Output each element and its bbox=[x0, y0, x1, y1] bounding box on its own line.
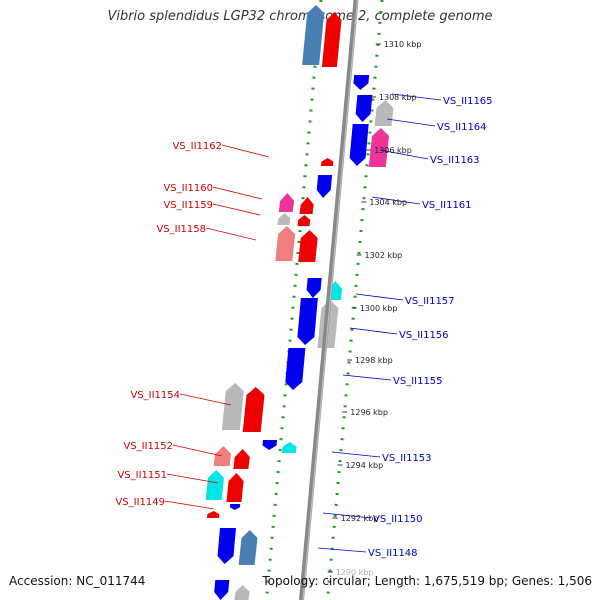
kbp-tick-label: 1300 kbp bbox=[360, 304, 398, 313]
kbp-tick-label: 1302 kbp bbox=[365, 251, 403, 260]
right-label-connector bbox=[331, 451, 381, 458]
gene-vs-ii1150[interactable] bbox=[229, 504, 241, 510]
kbp-tick-label: 1310 kbp bbox=[384, 40, 422, 49]
right-gene-label[interactable]: VS_II1150 bbox=[373, 514, 423, 525]
left-gene-label[interactable]: VS_II1151 bbox=[117, 470, 167, 481]
left-gene-label[interactable]: VS_II1158 bbox=[156, 224, 206, 235]
right-gene-label[interactable]: VS_II1156 bbox=[399, 330, 449, 341]
right-gene-label[interactable]: VS_II1165 bbox=[443, 96, 493, 107]
left-label-connector bbox=[179, 393, 232, 406]
left-label-connector bbox=[212, 186, 263, 200]
kbp-tick-label: 1294 kbp bbox=[345, 461, 383, 470]
gene-vs-ii1162[interactable] bbox=[320, 158, 334, 166]
right-label-connector bbox=[391, 93, 442, 101]
gene-vs-ii1148b[interactable] bbox=[238, 530, 258, 565]
left-gene-label[interactable]: VS_II1149 bbox=[115, 497, 165, 508]
left-label-connector bbox=[172, 444, 223, 457]
dotted-track-outer bbox=[325, 0, 384, 600]
left-gene-label[interactable]: VS_II1162 bbox=[172, 141, 222, 152]
left-gene-label[interactable]: VS_II1152 bbox=[123, 441, 173, 452]
right-label-connector bbox=[386, 118, 436, 127]
gene-b[interactable] bbox=[321, 12, 342, 67]
kbp-tick-label: 1308 kbp bbox=[379, 93, 417, 102]
dotted-tracks bbox=[264, 0, 384, 600]
gene-vs-ii1148a[interactable] bbox=[217, 528, 237, 564]
left-label-connector bbox=[221, 144, 270, 158]
gene-vs-ii1153b[interactable] bbox=[281, 442, 297, 453]
gene-vs-ii1158a[interactable] bbox=[275, 226, 296, 261]
genome-info-label: Topology: circular; Length: 1,675,519 bp… bbox=[262, 574, 592, 588]
gene-vs-ii1151b[interactable] bbox=[226, 473, 244, 502]
map-title: Vibrio splendidus LGP32 chromosome 2, co… bbox=[107, 9, 493, 24]
right-label-connector bbox=[379, 149, 429, 160]
gene-vs-ii1152a[interactable] bbox=[213, 446, 232, 466]
gene-vs-ii1158b[interactable] bbox=[298, 230, 318, 262]
gene-vs-ii1153a[interactable] bbox=[262, 440, 278, 450]
kbp-tick-label: 1304 kbp bbox=[369, 198, 407, 207]
label-lines bbox=[164, 93, 442, 553]
gene-vs-ii1163a[interactable] bbox=[349, 124, 369, 166]
left-gene-label[interactable]: VS_II1160 bbox=[163, 183, 213, 194]
gene-vs-ii1154b[interactable] bbox=[242, 387, 265, 432]
backbone bbox=[298, 0, 359, 600]
left-label-connector bbox=[212, 203, 261, 216]
dotted-track-inner bbox=[264, 0, 323, 600]
right-label-connector bbox=[317, 547, 367, 553]
labels: 1310 kbp 1308 kbp 1306 kbp 1304 kbp 1302 kbp… bbox=[115, 40, 492, 577]
kbp-tick-label: 1290 kbp bbox=[336, 568, 374, 577]
right-label-connector bbox=[371, 196, 421, 205]
gene-vs-ii1160a[interactable] bbox=[278, 193, 295, 212]
right-gene-label[interactable]: VS_II1161 bbox=[422, 200, 472, 211]
right-label-connector bbox=[322, 512, 372, 519]
kbp-tick-label: 1298 kbp bbox=[355, 356, 393, 365]
gene-vs-ii1160b[interactable] bbox=[299, 197, 314, 214]
right-label-connector bbox=[342, 374, 392, 381]
left-label-connector bbox=[166, 473, 219, 484]
right-label-connector bbox=[355, 293, 404, 301]
left-label-connector bbox=[164, 500, 215, 510]
gene-vs-ii1159a[interactable] bbox=[277, 213, 291, 225]
right-label-connector bbox=[349, 327, 398, 335]
gene-vs-ii1157a[interactable] bbox=[306, 278, 322, 298]
gene-vs-ii1161[interactable] bbox=[316, 175, 333, 198]
gene-vs-ii1152b[interactable] bbox=[233, 449, 250, 469]
right-gene-label[interactable]: VS_II1163 bbox=[430, 155, 480, 166]
kbp-tick-label: 1306 kbp bbox=[374, 146, 412, 155]
gene-vs-ii1154a[interactable] bbox=[221, 383, 244, 430]
gene-bottom-a[interactable] bbox=[214, 580, 230, 600]
gene-bottom-b[interactable] bbox=[234, 585, 250, 600]
gene-vs-ii1165[interactable] bbox=[353, 75, 370, 90]
gene-vs-ii1163b[interactable] bbox=[368, 128, 389, 167]
gene-vs-ii1155[interactable] bbox=[285, 348, 306, 390]
right-gene-label[interactable]: VS_II1155 bbox=[393, 376, 443, 387]
right-gene-label[interactable]: VS_II1164 bbox=[437, 122, 487, 133]
gene-vs-ii1164b[interactable] bbox=[374, 100, 394, 126]
left-gene-label[interactable]: VS_II1159 bbox=[163, 200, 213, 211]
accession-label: Accession: NC_011744 bbox=[9, 574, 146, 588]
right-gene-label[interactable]: VS_II1153 bbox=[382, 453, 432, 464]
gene-a[interactable] bbox=[302, 5, 325, 65]
gene-vs-ii1156a[interactable] bbox=[297, 298, 318, 345]
backbone-highlight bbox=[302, 0, 359, 600]
gene-vs-ii1159b[interactable] bbox=[297, 215, 311, 226]
right-gene-label[interactable]: VS_II1148 bbox=[368, 548, 418, 559]
gene-vs-ii1151a[interactable] bbox=[205, 470, 224, 500]
kbp-tick-label: 1296 kbp bbox=[350, 408, 388, 417]
gene-vs-ii1164a[interactable] bbox=[355, 95, 373, 122]
right-gene-label[interactable]: VS_II1157 bbox=[405, 296, 455, 307]
kbp-tick-label: 1292 kbp bbox=[341, 514, 379, 523]
left-label-connector bbox=[205, 227, 257, 241]
left-gene-label[interactable]: VS_II1154 bbox=[130, 390, 180, 401]
gene-vs-ii1149[interactable] bbox=[206, 511, 220, 518]
backbone-line bbox=[298, 0, 359, 600]
gene-track bbox=[205, 5, 394, 600]
